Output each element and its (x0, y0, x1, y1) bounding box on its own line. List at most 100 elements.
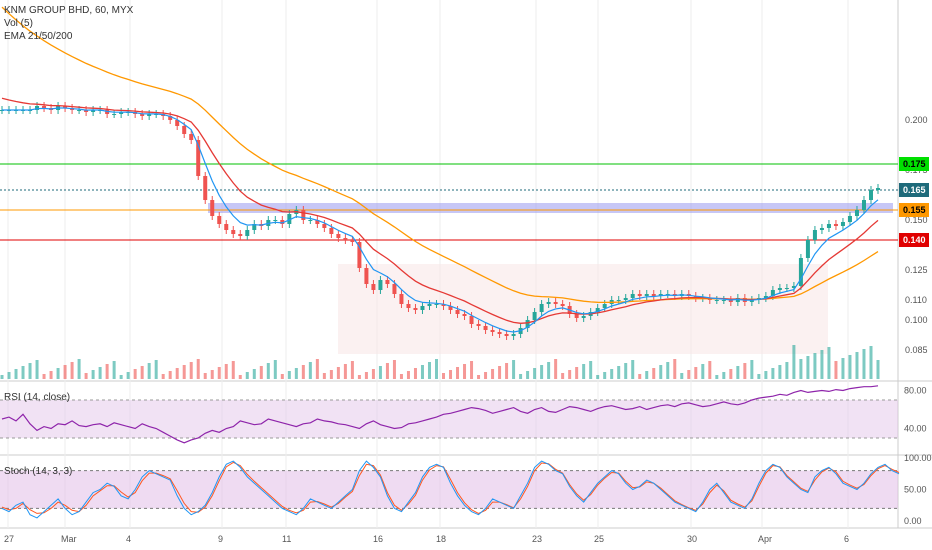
volume-bar (743, 363, 747, 379)
volume-bar (862, 349, 866, 379)
volume-bar (217, 367, 221, 379)
candle (196, 140, 201, 176)
price-tick-label: 0.125 (905, 265, 928, 275)
volume-bar (505, 363, 509, 379)
candle (623, 298, 628, 300)
volume-bar (238, 375, 242, 379)
candle (714, 300, 719, 301)
volume-bar (98, 367, 102, 379)
candle (217, 216, 222, 224)
candle (658, 294, 663, 296)
candle (651, 294, 656, 296)
volume-bar (631, 360, 635, 379)
candle (119, 112, 124, 114)
volume-bar (420, 365, 424, 379)
volume-bar (596, 375, 600, 379)
x-tick-label: 11 (282, 534, 291, 544)
candle (812, 230, 817, 240)
candle (777, 288, 782, 290)
candle (553, 302, 558, 304)
price-tick-label: 0.200 (905, 115, 928, 125)
candle (385, 280, 390, 284)
stoch-label: Stoch (14, 3, 3) (4, 466, 73, 477)
x-tick-label: 27 (4, 534, 14, 544)
volume-bar (252, 369, 256, 379)
resistance-zone (208, 203, 893, 213)
candle (861, 200, 866, 210)
volume-bar (701, 364, 705, 379)
stoch-tick-label: 0.00 (904, 516, 922, 526)
volume-bar (519, 374, 523, 379)
candle (525, 320, 530, 328)
volume-bar (687, 370, 691, 379)
candle (490, 330, 495, 332)
price-tick-label: 0.085 (905, 345, 928, 355)
x-tick-label: 16 (373, 534, 383, 544)
volume-bar (7, 372, 11, 379)
price-label: 0.155 (903, 205, 926, 215)
volume-bar (645, 371, 649, 379)
volume-bar (175, 368, 179, 379)
volume-bar (526, 371, 530, 379)
volume-bar (63, 365, 67, 379)
x-tick-label: 30 (687, 534, 697, 544)
candle (560, 304, 565, 306)
volume-bar (84, 373, 88, 379)
candle (749, 300, 754, 302)
volume-bar (231, 361, 235, 379)
candle (427, 304, 432, 306)
candle (441, 304, 446, 306)
volume-bar (343, 364, 347, 379)
candle (399, 294, 404, 304)
candle (448, 306, 453, 310)
volume-bar (168, 371, 172, 379)
stoch-tick-label: 100.00 (904, 453, 932, 463)
candle (546, 302, 551, 304)
volume-bar (799, 359, 803, 379)
candle (378, 280, 383, 290)
candle (616, 300, 621, 301)
candle (336, 234, 341, 238)
candle (462, 314, 467, 316)
candle (63, 106, 68, 108)
volume-bar (512, 360, 516, 379)
price-label: 0.140 (903, 235, 926, 245)
candle (42, 106, 47, 108)
candle (847, 216, 852, 222)
candle (763, 296, 768, 298)
candle (637, 294, 642, 296)
candle (273, 220, 278, 221)
volume-bar (652, 368, 656, 379)
candle (189, 134, 194, 140)
volume-bar (848, 355, 852, 379)
candle (224, 224, 229, 230)
volume-bar (610, 369, 614, 379)
candle (91, 110, 96, 112)
volume-bar (463, 364, 467, 379)
volume-bar (224, 364, 228, 379)
volume-bar (575, 367, 579, 379)
volume-bar (91, 370, 95, 379)
candle (819, 228, 824, 230)
volume-bar (273, 360, 277, 379)
candle (315, 220, 320, 224)
volume-bar (666, 362, 670, 379)
volume-bar (105, 364, 109, 379)
volume-bar (869, 346, 873, 379)
rsi-tick-label: 40.00 (904, 424, 927, 434)
candle (574, 314, 579, 318)
candle (476, 324, 481, 326)
volume-bar (694, 367, 698, 379)
volume-bar (301, 365, 305, 379)
volume-bar (456, 367, 460, 379)
volume-bar (491, 369, 495, 379)
volume-bar (778, 365, 782, 379)
price-tick-label: 0.100 (905, 315, 928, 325)
price-label: 0.175 (903, 159, 926, 169)
volume-bar (680, 373, 684, 379)
candle (280, 220, 285, 224)
candle (231, 230, 236, 234)
volume-bar (35, 360, 39, 379)
chart-legend: KNM GROUP BHD, 60, MYX Vol (5) EMA 21/50… (4, 4, 133, 43)
